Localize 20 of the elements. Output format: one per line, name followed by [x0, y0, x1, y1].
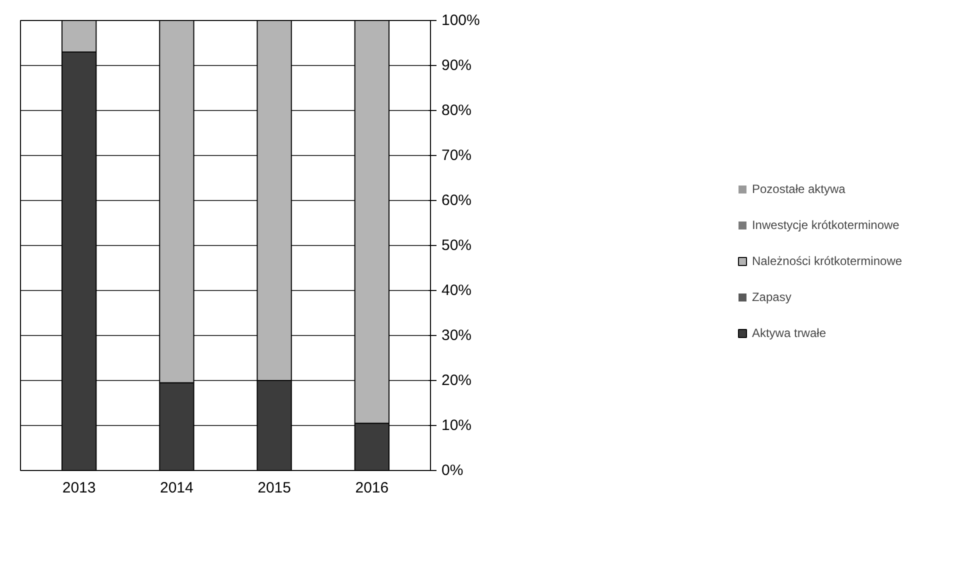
y-tick-label: 40% — [442, 282, 472, 299]
y-tick-label: 60% — [442, 192, 472, 209]
legend-label: Zapasy — [752, 290, 792, 304]
y-tick-label: 100% — [442, 12, 480, 29]
legend-label: Aktywa trwałe — [752, 326, 826, 340]
y-tick-label: 70% — [442, 147, 472, 164]
y-tick-label: 20% — [442, 372, 472, 389]
y-tick-label: 0% — [442, 462, 464, 479]
y-tick-label: 90% — [442, 57, 472, 74]
legend-label: Inwestycje krótkoterminowe — [752, 218, 900, 232]
x-tick-label: 2013 — [62, 480, 96, 496]
x-tick-label: 2014 — [160, 480, 194, 496]
y-tick-label: 30% — [442, 327, 472, 344]
x-tick-label: 2015 — [258, 480, 291, 496]
x-tick-label: 2016 — [355, 480, 389, 496]
legend-label: Pozostałe aktywa — [752, 182, 846, 196]
legend-label: Należności krótkoterminowe — [752, 254, 902, 268]
y-tick-label: 80% — [442, 102, 472, 119]
y-tick-label: 50% — [442, 237, 472, 254]
y-tick-label: 10% — [442, 417, 472, 434]
